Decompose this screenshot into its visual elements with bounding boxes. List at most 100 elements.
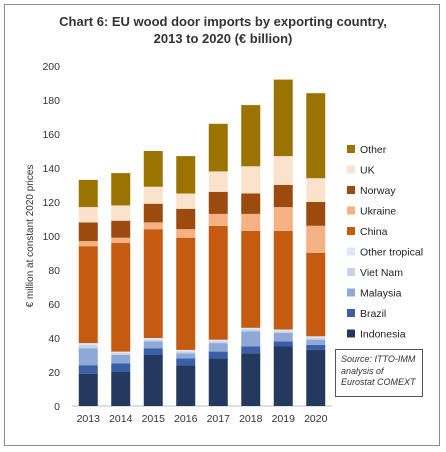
x-tick-label: 2016 bbox=[174, 413, 198, 425]
legend-label: Brazil bbox=[360, 308, 386, 320]
bar-segment bbox=[176, 365, 196, 406]
bar-stack bbox=[143, 151, 163, 406]
legend-swatch bbox=[347, 247, 355, 256]
x-tick-label: 2015 bbox=[142, 413, 166, 425]
bar-segment bbox=[208, 343, 228, 352]
legend-label: Other bbox=[360, 144, 387, 156]
bar-segment bbox=[208, 191, 228, 214]
y-tick-label: 120 bbox=[42, 197, 60, 209]
bar-segment bbox=[111, 372, 131, 406]
bar-segment bbox=[78, 365, 98, 374]
bar-segment bbox=[208, 339, 228, 342]
bar-segment bbox=[111, 173, 131, 206]
bar-segment bbox=[143, 339, 163, 342]
bar-segment bbox=[176, 229, 196, 238]
bar-segment bbox=[176, 351, 196, 354]
bar-stack bbox=[273, 79, 293, 406]
bar-segment bbox=[241, 193, 261, 214]
legend-label: Viet Nam bbox=[360, 267, 403, 279]
bar-segment bbox=[176, 156, 196, 194]
legend-swatch bbox=[347, 206, 355, 215]
x-tick-label: 2017 bbox=[207, 413, 231, 425]
bar-segment bbox=[241, 105, 261, 167]
bar-segment bbox=[143, 341, 163, 349]
bar-segment bbox=[111, 242, 131, 352]
bar-segment bbox=[241, 331, 261, 347]
bar-segment bbox=[241, 329, 261, 332]
bar-segment bbox=[143, 186, 163, 204]
legend-label: Indonesia bbox=[360, 329, 406, 341]
bar-segment bbox=[306, 349, 326, 406]
bar-segment bbox=[306, 178, 326, 202]
bar-segment bbox=[241, 213, 261, 231]
bar-segment bbox=[306, 253, 326, 337]
y-tick-label: 160 bbox=[42, 129, 60, 141]
bar-segment bbox=[208, 225, 228, 340]
chart-title-line-1: Chart 6: EU wood door imports by exporti… bbox=[59, 14, 387, 29]
legend-swatch bbox=[347, 329, 355, 338]
legend-label: Other tropical bbox=[360, 247, 423, 259]
bar-segment bbox=[306, 93, 326, 179]
bar-segment bbox=[306, 336, 326, 338]
bar-segment bbox=[273, 346, 293, 406]
bar-stack bbox=[111, 173, 131, 406]
bar-segment bbox=[111, 205, 131, 221]
legend-swatch bbox=[347, 309, 355, 317]
legend-swatch bbox=[347, 165, 355, 174]
bar-segment bbox=[78, 246, 98, 344]
y-tick-label: 20 bbox=[48, 367, 60, 379]
bar-segment bbox=[78, 343, 98, 345]
legend-swatch bbox=[347, 145, 355, 153]
legend-swatch bbox=[347, 186, 355, 194]
source-note: Source: ITTO-IMM analysis of Eurostat CO… bbox=[335, 349, 423, 397]
bar-segment bbox=[273, 156, 293, 185]
bar-segment bbox=[273, 207, 293, 231]
bar-segment bbox=[208, 358, 228, 406]
bar-segment bbox=[143, 222, 163, 230]
y-tick-label: 140 bbox=[42, 163, 60, 175]
bar-segment bbox=[273, 230, 293, 330]
y-tick-label: 200 bbox=[42, 61, 60, 73]
bar-segment bbox=[78, 344, 98, 349]
bar-segment bbox=[143, 203, 163, 223]
bar-segment bbox=[306, 344, 326, 350]
bar-segment bbox=[208, 351, 228, 359]
bar-segment bbox=[111, 363, 131, 372]
legend-label: Malaysia bbox=[360, 288, 402, 300]
bar-segment bbox=[306, 339, 326, 345]
bar-segment bbox=[241, 346, 261, 354]
bar-segment bbox=[208, 213, 228, 226]
bar-segment bbox=[241, 230, 261, 328]
legend-swatch bbox=[347, 227, 355, 235]
bar-segment bbox=[111, 351, 131, 354]
bar-segment bbox=[78, 207, 98, 223]
bar-segment bbox=[78, 222, 98, 242]
legend-label: Ukraine bbox=[360, 206, 396, 218]
bar-stack bbox=[208, 123, 228, 406]
bar-segment bbox=[176, 237, 196, 350]
chart-title: Chart 6: EU wood door imports by exporti… bbox=[0, 13, 446, 47]
y-tick-label: 80 bbox=[48, 265, 60, 277]
legend-label: China bbox=[360, 226, 388, 238]
bar-segment bbox=[306, 225, 326, 253]
y-tick-label: 0 bbox=[54, 401, 60, 413]
y-tick-label: 60 bbox=[48, 299, 60, 311]
bar-stack bbox=[176, 156, 196, 406]
bar-segment bbox=[306, 202, 326, 226]
bar-segment bbox=[78, 373, 98, 406]
bar-segment bbox=[111, 353, 131, 355]
bar-segment bbox=[241, 327, 261, 330]
bar-segment bbox=[208, 171, 228, 192]
bar-segment bbox=[208, 341, 228, 344]
y-tick-label: 100 bbox=[42, 231, 60, 243]
bar-segment bbox=[208, 123, 228, 172]
bar-segment bbox=[273, 331, 293, 333]
bar-segment bbox=[78, 179, 98, 208]
bar-stack bbox=[78, 179, 98, 406]
bar-segment bbox=[111, 237, 131, 243]
bar-segment bbox=[143, 348, 163, 355]
bar-segment bbox=[241, 166, 261, 194]
bar-segment bbox=[176, 193, 196, 209]
bar-segment bbox=[143, 338, 163, 340]
